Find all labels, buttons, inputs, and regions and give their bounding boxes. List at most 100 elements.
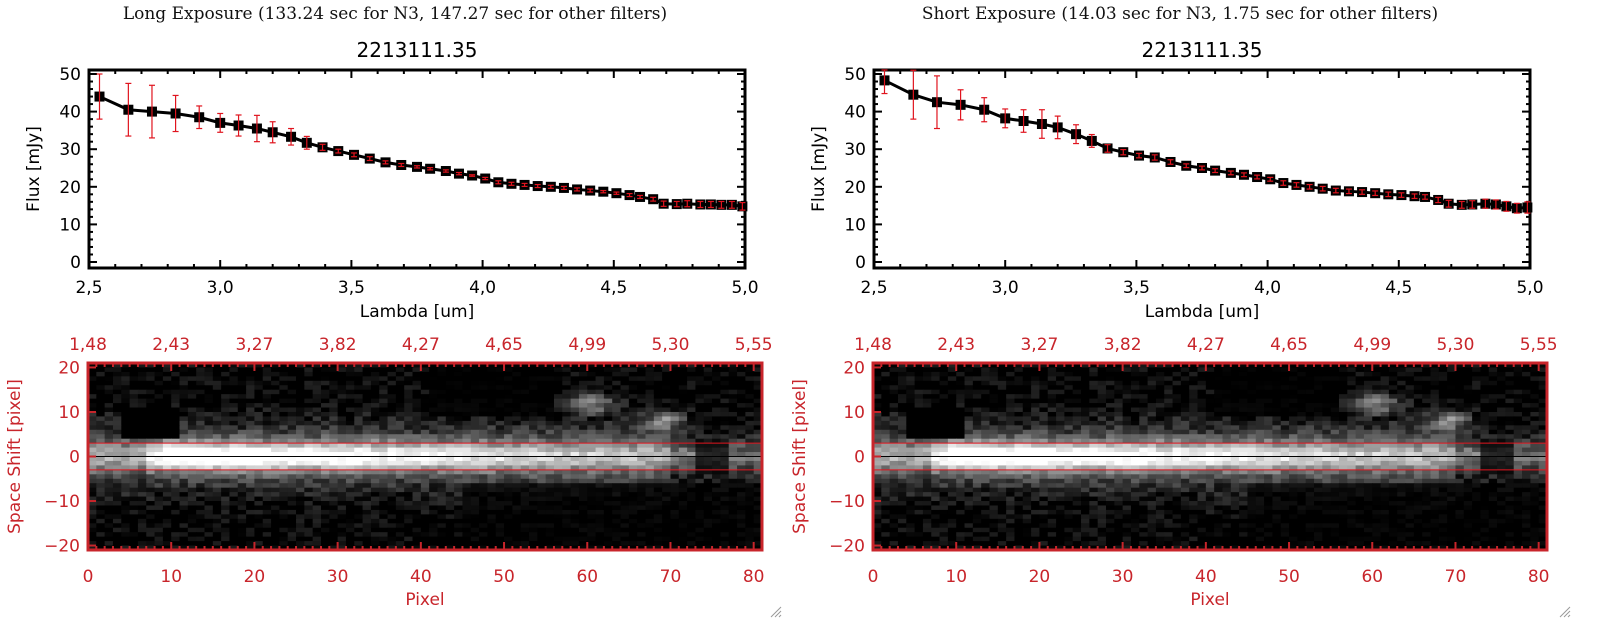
image-pixel — [1064, 371, 1074, 377]
y-tick-label: 10 — [844, 215, 866, 235]
image-pixel — [495, 389, 505, 395]
image-pixel — [495, 474, 505, 480]
image-pixel — [121, 518, 131, 524]
image-pixel — [595, 425, 605, 431]
image-pixel — [296, 465, 305, 471]
image-pixel — [420, 541, 430, 547]
image-pixel — [212, 371, 222, 377]
image-pixel — [695, 545, 705, 551]
image-pixel — [1197, 371, 1207, 377]
image-pixel — [462, 425, 472, 431]
image-pixel — [154, 536, 164, 542]
image-pixel — [504, 416, 513, 422]
image-pixel — [570, 505, 580, 511]
image-pixel — [670, 487, 680, 493]
image-pixel — [129, 518, 139, 524]
image-pixel — [437, 541, 447, 547]
image-pixel — [1522, 371, 1531, 377]
image-pixel — [221, 438, 230, 444]
image-pixel — [237, 380, 247, 386]
image-pixel — [254, 416, 264, 422]
image-pixel — [171, 483, 181, 489]
image-pixel — [1497, 389, 1506, 395]
image-pixel — [171, 474, 181, 480]
image-pixel — [687, 469, 696, 475]
image-pixel — [112, 385, 122, 391]
image-pixel — [362, 478, 372, 484]
image-pixel — [628, 478, 638, 484]
image-pixel — [1064, 376, 1074, 382]
image-pixel — [254, 514, 264, 520]
image-pixel — [728, 452, 738, 457]
image-pixel — [637, 425, 647, 431]
image-pixel — [304, 367, 314, 373]
image-pixel — [1172, 380, 1182, 386]
image-pixel — [229, 394, 239, 400]
image-pixel — [1363, 394, 1373, 400]
image-pixel — [337, 509, 347, 515]
image-pixel — [712, 416, 721, 422]
image-pixel — [354, 425, 364, 431]
image-pixel — [906, 371, 916, 377]
image-pixel — [387, 478, 397, 484]
x-tick-label: 4,5 — [1385, 278, 1412, 298]
image-pixel — [645, 532, 655, 538]
image-pixel — [221, 389, 230, 395]
image-pixel — [595, 398, 605, 404]
image-pixel — [237, 420, 247, 426]
image-pixel — [520, 389, 530, 395]
image-pixel — [437, 460, 447, 466]
image-pixel — [395, 509, 405, 515]
image-pixel — [196, 523, 205, 529]
image-pixel — [221, 532, 230, 538]
resize-grip-icon[interactable] — [770, 606, 782, 618]
image-pixel — [337, 527, 347, 533]
image-pixel — [395, 487, 405, 493]
image-pixel — [1372, 363, 1382, 368]
image-pixel — [229, 487, 239, 493]
image-pixel — [1422, 389, 1432, 395]
image-pixel — [104, 545, 114, 551]
image-pixel — [620, 394, 630, 400]
image-pixel — [387, 465, 397, 471]
image-pixel — [354, 416, 364, 422]
image-pixel — [495, 456, 505, 462]
image-pixel — [154, 465, 164, 471]
image-pixel — [495, 518, 505, 524]
image-pixel — [254, 518, 264, 524]
image-pixel — [229, 389, 239, 395]
image-pixel — [520, 385, 530, 391]
image-pixel — [628, 523, 638, 529]
image-pixel — [196, 438, 205, 444]
image-pixel — [271, 434, 280, 440]
image-pixel — [112, 478, 122, 484]
image-pixel — [362, 483, 372, 489]
image-pixel — [162, 474, 172, 480]
image-pixel — [553, 523, 563, 529]
image-pixel — [1014, 398, 1024, 404]
image-pixel — [329, 474, 339, 480]
image-pixel — [104, 483, 114, 489]
image-pixel — [720, 541, 730, 547]
image-pixel — [1222, 371, 1232, 377]
image-pixel — [379, 403, 389, 409]
image-pixel — [345, 429, 355, 435]
image-pixel — [612, 456, 622, 462]
image-pixel — [254, 367, 264, 373]
image-pixel — [504, 536, 513, 542]
image-pixel — [387, 389, 397, 395]
image-pixel — [1355, 380, 1365, 386]
image-pixel — [395, 545, 405, 551]
image-pixel — [362, 438, 372, 444]
image-pixel — [212, 434, 222, 440]
image-pixel — [728, 545, 738, 551]
image-pixel — [345, 460, 355, 466]
image-pixel — [537, 367, 547, 373]
image-pixel — [445, 380, 455, 386]
image-pixel — [637, 496, 647, 502]
image-pixel — [1147, 376, 1157, 382]
image-pixel — [562, 496, 572, 502]
image-pixel — [712, 474, 721, 480]
image-pixel — [695, 532, 705, 538]
image-pixel — [179, 460, 189, 466]
